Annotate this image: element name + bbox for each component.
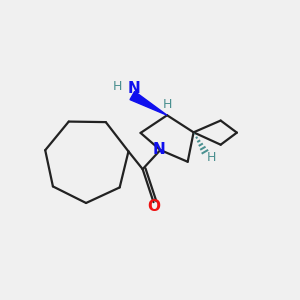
Text: N: N bbox=[152, 142, 165, 158]
Polygon shape bbox=[130, 92, 167, 115]
Text: H: H bbox=[207, 151, 217, 164]
Text: H: H bbox=[113, 80, 122, 93]
Text: O: O bbox=[147, 199, 160, 214]
Text: N: N bbox=[128, 81, 140, 96]
Text: H: H bbox=[162, 98, 172, 111]
